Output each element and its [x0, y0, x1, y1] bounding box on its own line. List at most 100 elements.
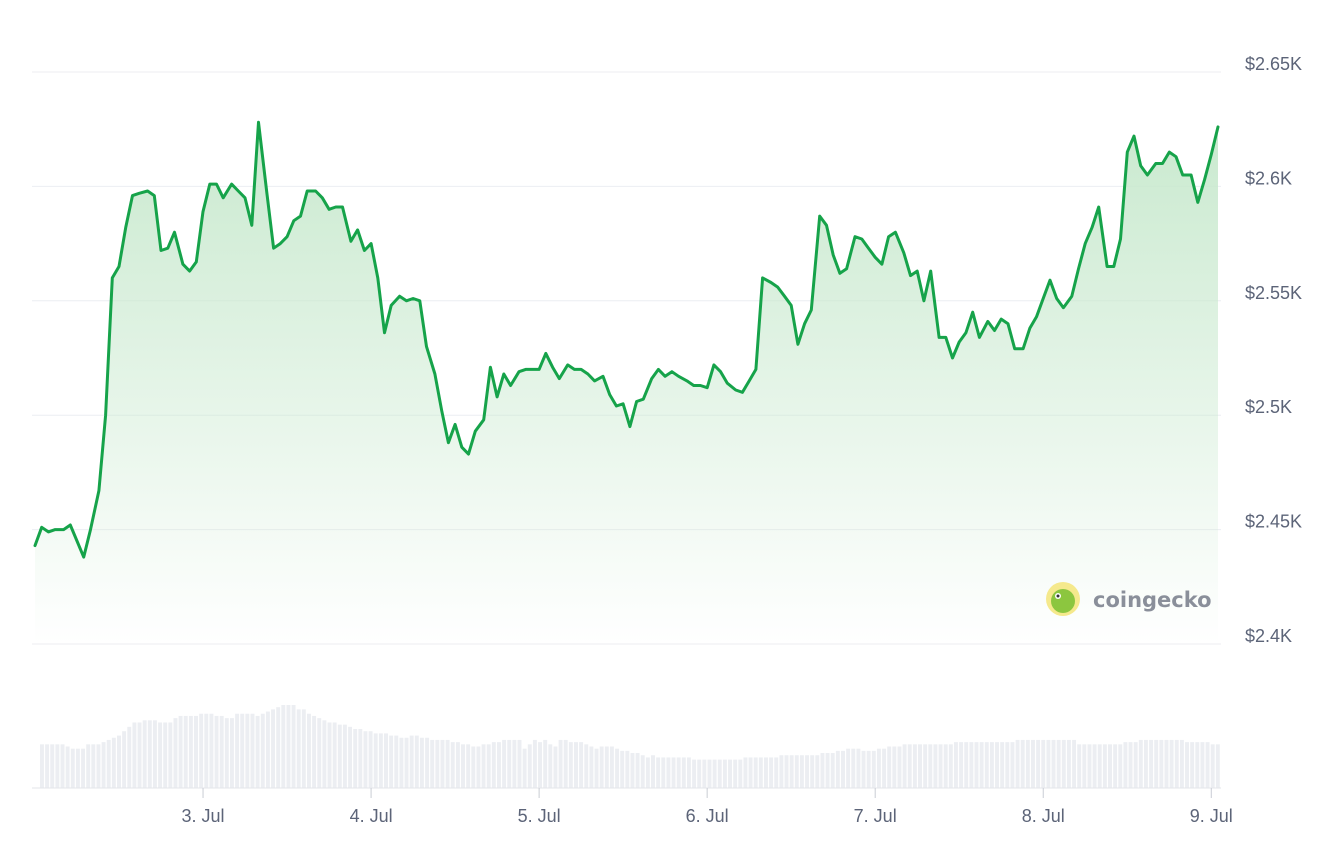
volume-bar — [281, 705, 286, 788]
volume-bar — [738, 759, 743, 788]
volume-bar — [497, 742, 501, 788]
volume-bar — [1174, 739, 1179, 788]
volume-bar — [255, 715, 260, 788]
volume-bar — [50, 744, 55, 788]
volume-bar — [96, 744, 101, 788]
volume-bar — [455, 742, 460, 788]
volume-bar — [312, 715, 317, 788]
volume-bar — [1092, 744, 1097, 788]
volume-bar — [337, 724, 342, 788]
volume-bar — [558, 739, 563, 788]
volume-bar — [209, 713, 214, 788]
volume-bar — [111, 737, 116, 788]
volume-bar — [625, 750, 630, 788]
volume-bar — [948, 744, 953, 788]
volume-bar — [1005, 742, 1010, 788]
volume-bar — [974, 742, 979, 788]
volume-bars — [40, 705, 1220, 788]
volume-bar — [851, 748, 856, 788]
volume-bar — [476, 746, 481, 788]
y-tick-label: $2.45K — [1245, 512, 1302, 532]
volume-bar — [450, 742, 455, 788]
x-tick-label: 5. Jul — [518, 806, 561, 826]
volume-bar — [645, 757, 650, 788]
volume-bar — [912, 744, 917, 788]
volume-bar — [1051, 739, 1056, 788]
volume-bar — [127, 726, 132, 788]
volume-bar — [1041, 739, 1046, 788]
volume-bar — [1087, 744, 1092, 788]
volume-bar — [240, 713, 245, 788]
volume-bar — [327, 722, 332, 788]
volume-bar — [152, 720, 157, 788]
y-tick-label: $2.5K — [1245, 397, 1292, 417]
volume-bar — [959, 742, 964, 788]
volume-bar — [1185, 742, 1189, 788]
volume-bar — [897, 746, 902, 788]
volume-bar — [871, 750, 876, 788]
volume-bar — [250, 713, 255, 788]
volume-bar — [676, 757, 681, 788]
volume-bar — [1102, 744, 1107, 788]
volume-bar — [969, 742, 974, 788]
volume-bar — [404, 737, 409, 788]
x-tick-label: 8. Jul — [1022, 806, 1065, 826]
y-axis-ticks: $2.65K $2.6K $2.55K $2.5K $2.45K $2.4K — [1245, 54, 1302, 646]
volume-bar — [378, 733, 383, 788]
volume-bar — [1200, 742, 1205, 788]
volume-bar — [70, 748, 75, 788]
volume-bar — [856, 748, 861, 788]
volume-bar — [168, 722, 173, 788]
x-tick-label: 4. Jul — [350, 806, 393, 826]
volume-bar — [1036, 739, 1041, 788]
volume-bar — [101, 742, 106, 788]
volume-bar — [1143, 739, 1148, 788]
volume-bar — [86, 744, 91, 788]
volume-bar — [491, 742, 496, 788]
volume-bar — [1215, 744, 1220, 788]
volume-bar — [794, 755, 799, 788]
volume-bar — [1195, 742, 1200, 788]
volume-bar — [502, 739, 507, 788]
volume-bar — [579, 742, 584, 788]
x-tick-label: 6. Jul — [686, 806, 729, 826]
volume-bar — [260, 713, 265, 788]
volume-bar — [214, 715, 219, 788]
volume-bar — [163, 722, 168, 788]
volume-bar — [1108, 744, 1112, 788]
volume-bar — [178, 715, 183, 788]
volume-bar — [81, 748, 86, 788]
price-area-fill — [35, 122, 1218, 645]
volume-bar — [414, 735, 419, 788]
y-tick-label: $2.55K — [1245, 283, 1302, 303]
volume-bar — [846, 748, 851, 788]
volume-bar — [538, 742, 542, 788]
volume-bar — [635, 753, 640, 788]
volume-bar — [1113, 744, 1118, 788]
volume-bar — [728, 759, 732, 788]
volume-bar — [615, 748, 620, 788]
volume-bar — [589, 746, 594, 788]
volume-bar — [887, 746, 892, 788]
volume-bar — [1159, 739, 1164, 788]
volume-bar — [296, 709, 301, 788]
volume-bar — [1046, 739, 1051, 788]
y-tick-label: $2.4K — [1245, 626, 1292, 646]
volume-bar — [65, 746, 70, 788]
volume-bar — [358, 729, 363, 788]
volume-bar — [907, 744, 912, 788]
volume-bar — [425, 737, 430, 788]
volume-bar — [435, 739, 440, 788]
volume-bar — [137, 722, 142, 788]
volume-bar — [769, 757, 774, 788]
volume-bar — [317, 718, 322, 788]
volume-bar — [938, 744, 943, 788]
volume-bar — [866, 750, 871, 788]
x-axis-ticks: 3. Jul 4. Jul 5. Jul 6. Jul 7. Jul 8. Jul 9. J… — [182, 788, 1233, 826]
volume-bar — [1010, 742, 1015, 788]
volume-bar — [933, 744, 938, 788]
volume-bar — [743, 757, 748, 788]
volume-bar — [461, 744, 465, 788]
volume-bar — [445, 739, 450, 788]
